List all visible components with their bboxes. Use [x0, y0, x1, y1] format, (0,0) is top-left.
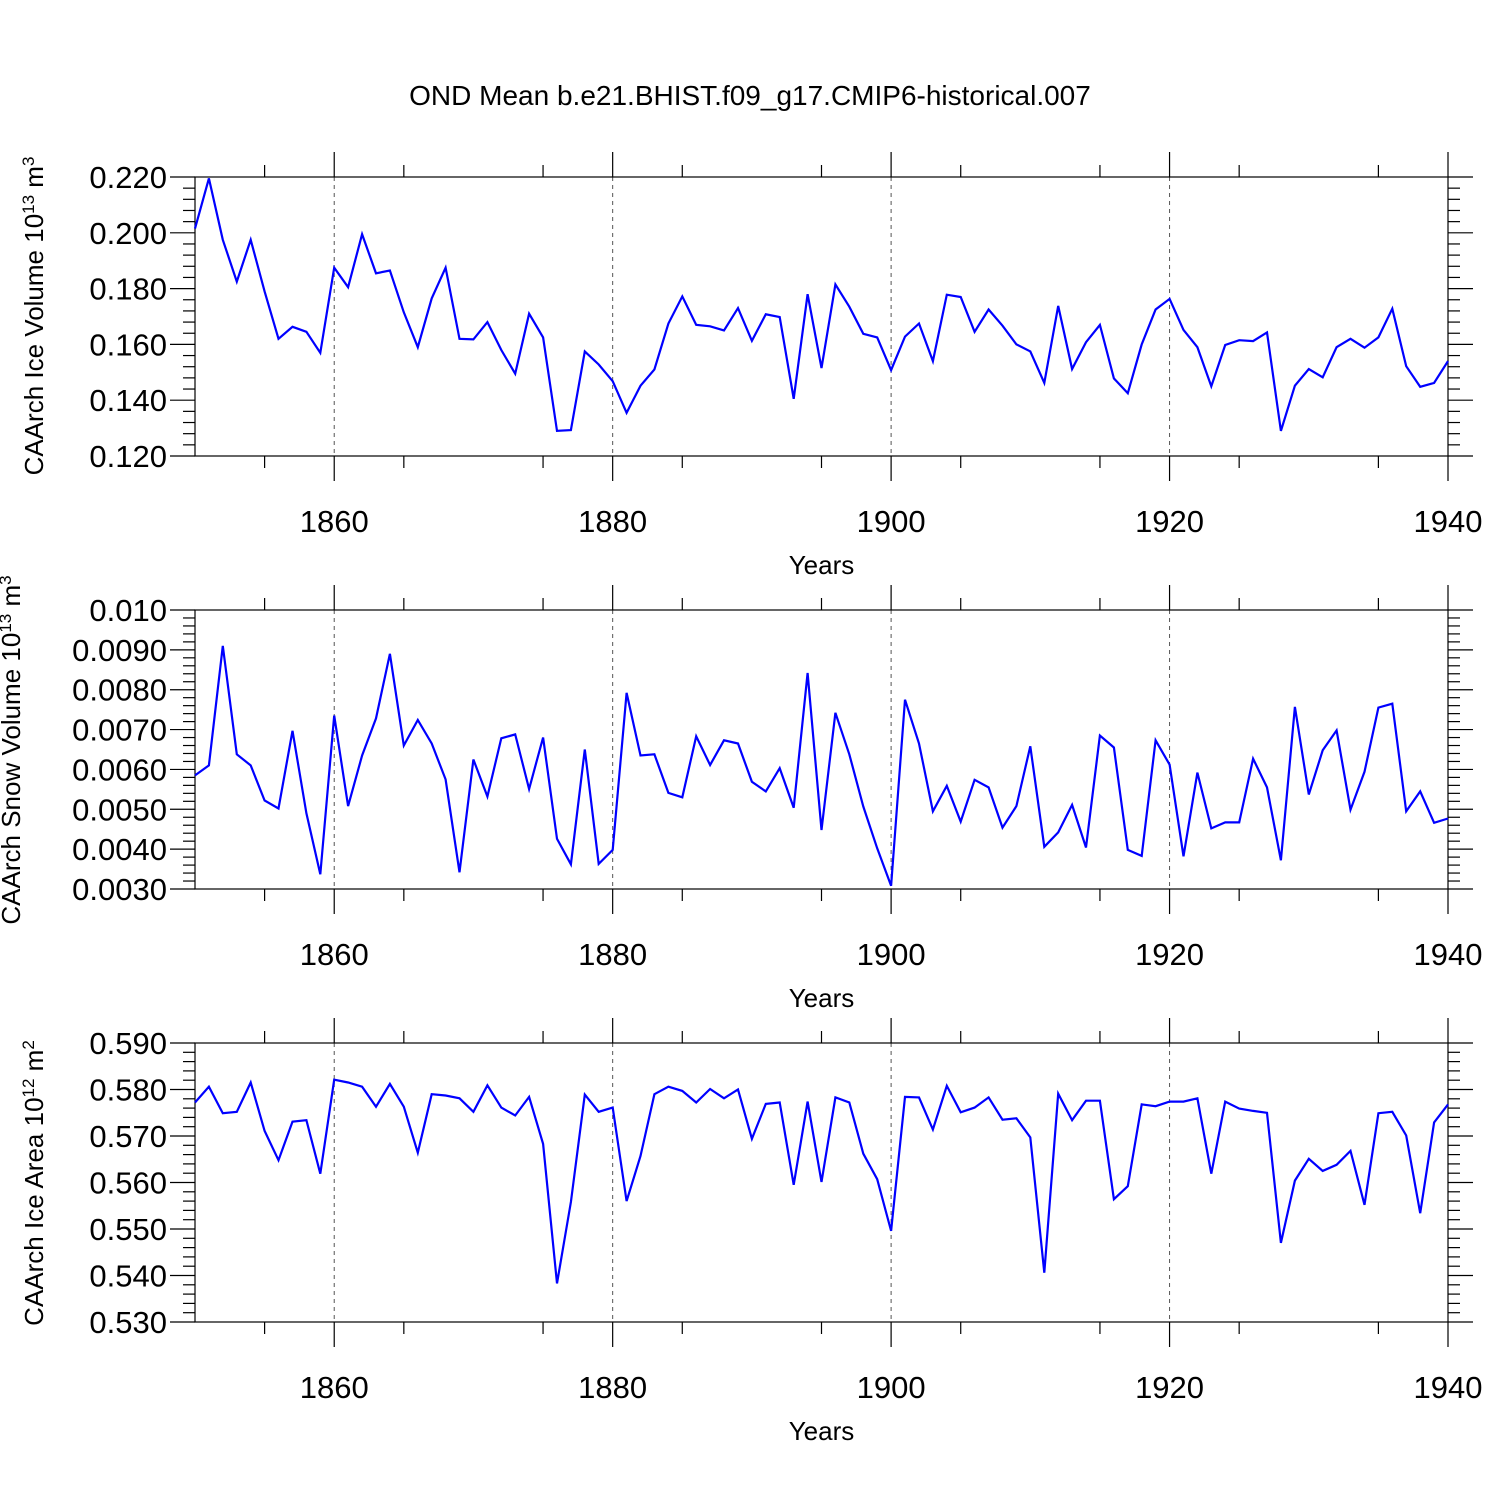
x-tick-label: 1920: [1135, 1370, 1204, 1405]
y-axis-label: CAArch Ice Area 1012 m2: [19, 1040, 50, 1326]
x-tick-label: 1860: [300, 1370, 369, 1405]
y-tick-label: 0.0040: [72, 832, 167, 867]
x-tick-label: 1860: [300, 504, 369, 539]
x-tick-label: 1860: [300, 937, 369, 972]
x-tick-label: 1900: [857, 1370, 926, 1405]
chart-panel-ice-volume: 1860 1880 1900 1920 1940 0.120 0.140 0.160 0.180…: [19, 152, 1483, 580]
y-tick-label: 0.0050: [72, 792, 167, 827]
plot-frame: [194, 609, 1449, 890]
y-axis-label: CAArch Snow Volume 1013 m3: [0, 575, 26, 924]
y-tick-label: 0.540: [89, 1259, 167, 1294]
plot-frame: [194, 1042, 1449, 1323]
chart-panels: 1860 1880 1900 1920 1940 0.120 0.140 0.160 0.180…: [0, 152, 1482, 1446]
x-tick-label: 1880: [578, 1370, 647, 1405]
y-axis-label: CAArch Ice Volume 1013 m3: [19, 157, 50, 476]
y-tick-label: 0.530: [89, 1305, 167, 1340]
y-tick-label: 0.570: [89, 1119, 167, 1154]
series-line-ice-volume: [193, 178, 1449, 433]
x-tick-label: 1920: [1135, 504, 1204, 539]
y-tick-label: 0.560: [89, 1166, 167, 1201]
y-tick-label: 0.580: [89, 1073, 167, 1108]
y-tick-label: 0.220: [89, 160, 167, 195]
y-tick-label: 0.0030: [72, 872, 167, 907]
x-tick-label: 1940: [1414, 1370, 1483, 1405]
y-tick-label: 0.0070: [72, 713, 167, 748]
x-tick-label: 1920: [1135, 937, 1204, 972]
x-axis-label: Years: [789, 1416, 855, 1446]
x-tick-label: 1900: [857, 504, 926, 539]
chart-panel-ice-area: 1860 1880 1900 1920 1940 0.530 0.540 0.550 0.560…: [19, 1018, 1483, 1446]
x-axis-label: Years: [789, 983, 855, 1013]
y-tick-label: 0.550: [89, 1212, 167, 1247]
x-axis-label: Years: [789, 550, 855, 580]
y-tick-label: 0.200: [89, 216, 167, 251]
y-tick-label: 0.010: [89, 593, 167, 628]
y-tick-label: 0.0080: [72, 673, 167, 708]
y-tick-label: 0.180: [89, 272, 167, 307]
x-tick-label: 1940: [1414, 937, 1483, 972]
x-tick-label: 1940: [1414, 504, 1483, 539]
plot-frame: [194, 176, 1449, 457]
chart-panel-snow-volume: 1860 1880 1900 1920 1940 0.0030 0.0040 0.0050 0.…: [0, 575, 1482, 1013]
y-tick-label: 0.0090: [72, 633, 167, 668]
y-tick-label: 0.590: [89, 1026, 167, 1061]
x-tick-label: 1880: [578, 504, 647, 539]
series-line-ice-area: [194, 1078, 1449, 1284]
series-line-snow-volume: [194, 645, 1449, 887]
x-tick-label: 1900: [857, 937, 926, 972]
y-tick-label: 0.0060: [72, 752, 167, 787]
y-tick-label: 0.140: [89, 383, 167, 418]
x-tick-label: 1880: [578, 937, 647, 972]
y-tick-label: 0.160: [89, 327, 167, 362]
chart-title: OND Mean b.e21.BHIST.f09_g17.CMIP6-histo…: [409, 80, 1091, 111]
y-tick-label: 0.120: [89, 439, 167, 474]
